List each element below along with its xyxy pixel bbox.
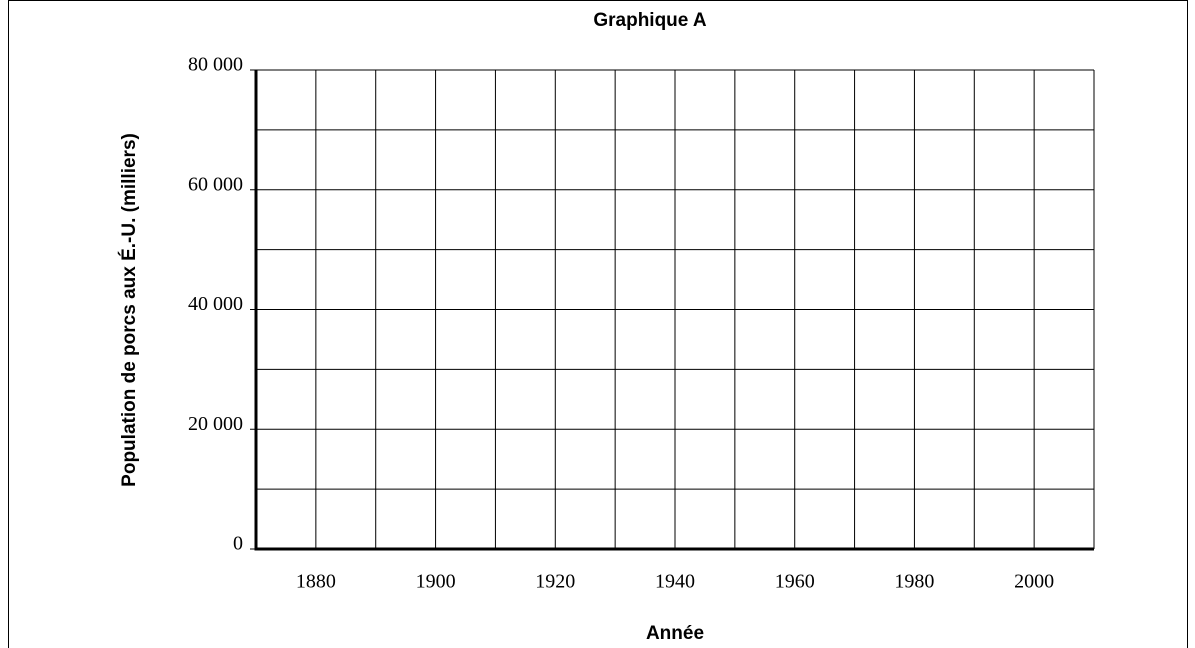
x-tick-label: 1960 xyxy=(775,571,815,593)
chart-title: Graphique A xyxy=(593,10,707,31)
x-tick-label: 1920 xyxy=(535,571,575,593)
x-axis-label: Année xyxy=(646,623,704,644)
x-tick-label: 1940 xyxy=(655,571,695,593)
x-tick-label: 2000 xyxy=(1014,571,1054,593)
x-tick-label: 1880 xyxy=(296,571,336,593)
y-tick-label: 40 000 xyxy=(188,293,243,315)
y-tick-label: 0 xyxy=(233,533,243,555)
x-tick-label: 1980 xyxy=(894,571,934,593)
y-tick-label: 80 000 xyxy=(188,54,243,76)
y-axis-label: Population de porcs aux É.-U. (milliers) xyxy=(118,133,140,487)
y-tick-label: 20 000 xyxy=(188,413,243,435)
frame xyxy=(8,0,1188,648)
x-tick-label: 1900 xyxy=(416,571,456,593)
y-tick-label: 60 000 xyxy=(188,173,243,195)
